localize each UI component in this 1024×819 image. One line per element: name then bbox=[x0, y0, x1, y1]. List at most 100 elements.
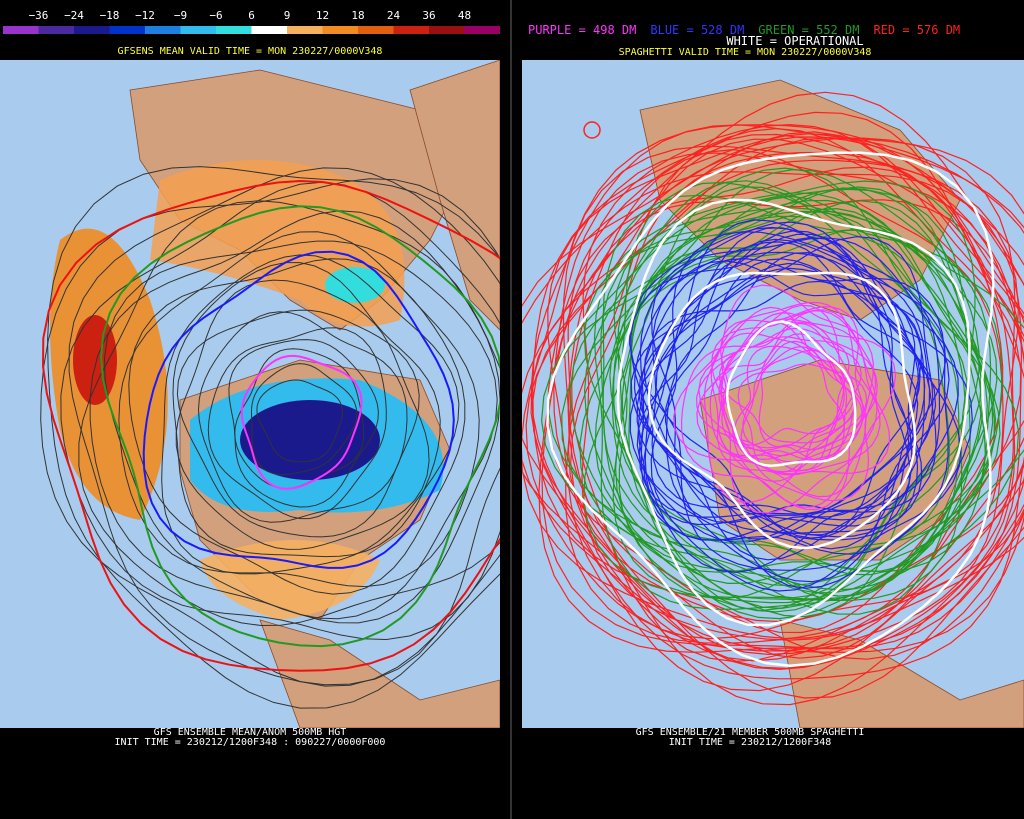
legend-label: 24 bbox=[387, 9, 401, 22]
spaghetti-line bbox=[522, 137, 1016, 670]
contour bbox=[176, 309, 420, 538]
operational-key: WHITE = OPERATIONAL bbox=[726, 34, 863, 48]
spaghetti-line bbox=[718, 312, 897, 514]
contour bbox=[40, 178, 500, 687]
spaghetti-line bbox=[530, 136, 1024, 680]
spaghetti-line bbox=[629, 238, 937, 543]
operational-line bbox=[616, 198, 971, 627]
legend-swatch bbox=[180, 26, 216, 34]
legend-swatch bbox=[251, 26, 287, 34]
legend-swatch bbox=[287, 26, 323, 34]
contour bbox=[128, 258, 466, 595]
contour bbox=[207, 327, 387, 520]
spaghetti-line bbox=[680, 309, 878, 508]
spaghetti-line bbox=[630, 236, 919, 550]
contour bbox=[89, 210, 500, 624]
contour bbox=[197, 311, 408, 523]
spaghetti-line bbox=[561, 188, 986, 587]
key-entry: RED = 576 DM bbox=[873, 23, 960, 37]
spaghetti-line bbox=[522, 171, 1023, 671]
contour bbox=[41, 179, 500, 672]
legend-swatch bbox=[393, 26, 429, 34]
contour bbox=[68, 167, 500, 686]
legend-label: 48 bbox=[458, 9, 471, 22]
legend-swatch bbox=[38, 26, 74, 34]
contour bbox=[234, 348, 365, 490]
contour bbox=[60, 181, 500, 641]
contour bbox=[175, 279, 430, 550]
spaghetti-line bbox=[553, 152, 1024, 706]
spaghetti-line bbox=[540, 180, 976, 620]
key-entry: BLUE = 528 DM bbox=[650, 23, 744, 37]
legend-label: −6 bbox=[209, 9, 222, 22]
operational-line bbox=[546, 151, 995, 668]
legend-label: −36 bbox=[29, 9, 49, 22]
legend-label: 18 bbox=[351, 9, 364, 22]
legend-swatch bbox=[216, 26, 252, 34]
spaghetti-line bbox=[740, 345, 855, 460]
spaghetti-line bbox=[719, 336, 850, 444]
header: SPAGHETTI VALID TIME = MON 230227/0000V3… bbox=[619, 47, 872, 58]
key-entry: GREEN = 552 DM bbox=[758, 23, 859, 37]
right-map bbox=[522, 60, 1024, 728]
spaghetti-line bbox=[651, 241, 937, 518]
spaghetti-line bbox=[600, 187, 980, 618]
spaghetti-line bbox=[696, 318, 891, 475]
legend-label: −24 bbox=[64, 9, 84, 22]
spaghetti-line bbox=[567, 133, 1024, 662]
contour bbox=[142, 250, 455, 569]
legend-label: 9 bbox=[284, 9, 291, 22]
footer: GFS ENSEMBLE MEAN/ANOM 500MB HGT bbox=[154, 727, 347, 738]
spaghetti-line bbox=[638, 227, 911, 538]
spaghetti-line bbox=[612, 167, 984, 600]
spaghetti-line bbox=[522, 136, 1024, 653]
spaghetti-line bbox=[571, 148, 1004, 663]
contour bbox=[172, 262, 441, 558]
contour bbox=[240, 354, 363, 490]
spaghetti-line bbox=[569, 168, 992, 573]
spaghetti-line bbox=[547, 133, 1024, 652]
contour bbox=[78, 200, 500, 627]
contour bbox=[100, 205, 500, 648]
contour bbox=[256, 379, 343, 463]
spaghetti-line bbox=[637, 219, 941, 574]
contour bbox=[47, 166, 500, 709]
legend-swatch bbox=[3, 26, 39, 34]
spaghetti-line bbox=[698, 327, 877, 502]
footer: GFS ENSEMBLE/21 MEMBER 500MB SPAGHETTI bbox=[636, 727, 865, 738]
spaghetti-line bbox=[696, 306, 864, 463]
contour bbox=[161, 254, 460, 575]
legend-swatch bbox=[358, 26, 394, 34]
spaghetti-line bbox=[703, 284, 874, 504]
spaghetti-line bbox=[628, 229, 982, 599]
footer: INIT TIME = 230212/1200F348 bbox=[669, 737, 832, 748]
marker bbox=[583, 121, 601, 139]
legend-label: −9 bbox=[174, 9, 187, 22]
legend-label: 6 bbox=[248, 9, 255, 22]
contour bbox=[228, 339, 379, 508]
contour bbox=[118, 231, 480, 588]
legend-label: 36 bbox=[422, 9, 435, 22]
legend-swatch bbox=[429, 26, 465, 34]
contour bbox=[251, 363, 358, 476]
legend-swatch bbox=[109, 26, 145, 34]
spaghetti-line bbox=[664, 258, 923, 535]
legend-swatch bbox=[322, 26, 358, 34]
spaghetti-line bbox=[562, 145, 1024, 699]
legend-label: −12 bbox=[135, 9, 155, 22]
spaghetti-line bbox=[609, 195, 960, 572]
spaghetti-line bbox=[742, 349, 863, 451]
legend-swatch bbox=[145, 26, 181, 34]
left-map bbox=[0, 60, 500, 728]
spaghetti-line bbox=[583, 210, 998, 615]
legend-swatch bbox=[74, 26, 110, 34]
key-entry: PURPLE = 498 DM bbox=[528, 23, 636, 37]
operational-line bbox=[725, 320, 857, 467]
spaghetti-line bbox=[613, 207, 968, 613]
spaghetti-line bbox=[636, 251, 910, 540]
header: GFSENS MEAN VALID TIME = MON 230227/0000… bbox=[118, 46, 383, 57]
spaghetti-line bbox=[530, 124, 1024, 692]
legend-label: −18 bbox=[100, 9, 120, 22]
operational-line bbox=[647, 271, 917, 550]
